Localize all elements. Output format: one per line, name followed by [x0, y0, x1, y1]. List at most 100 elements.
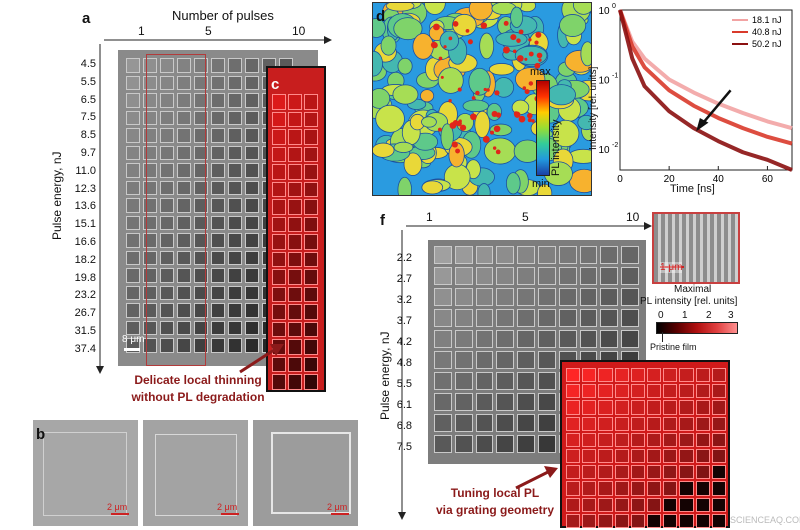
- panel-a-grating-cell: [228, 320, 242, 335]
- panel-f-grating-cell: [537, 351, 556, 369]
- panel-f-pl-cell: [663, 481, 678, 496]
- panel-f-pl-cell: [679, 497, 694, 512]
- panel-f-grating-cell: [496, 414, 515, 432]
- panel-a-grating-cell: [126, 303, 140, 318]
- panel-f-grating-cell: [475, 246, 494, 264]
- panel-f-pl-cell: [711, 384, 726, 399]
- panel-f-grating-cell: [537, 393, 556, 411]
- panel-f-pl-cell: [646, 465, 662, 480]
- panel-f-pl-cell: [566, 400, 581, 415]
- panel-c-cell: [304, 129, 318, 145]
- panel-f-caption-2: via grating geometry: [435, 503, 555, 517]
- panel-f-grating-cell: [475, 435, 494, 453]
- panel-a-grating-cell: [228, 145, 242, 160]
- panel-f-grating-cell: [579, 330, 598, 348]
- pl-hotspot: [528, 81, 534, 86]
- watermark: SCIENCEAQ.COM: [730, 515, 800, 525]
- panel-c-cell: [288, 374, 302, 390]
- panel-a-grating-cell: [194, 110, 208, 125]
- panel-c-cell: [304, 216, 318, 232]
- panel-d-label: d: [376, 8, 386, 25]
- panel-a-grating-cell: [126, 215, 140, 230]
- pl-hotspot: [494, 90, 500, 96]
- panel-f-grating-cell: [496, 309, 515, 327]
- pl-hotspot: [486, 88, 490, 92]
- panel-f-grating-cell: [621, 267, 639, 285]
- panel-f-grating-cell: [600, 330, 619, 348]
- panel-a-grating-cell: [245, 128, 259, 143]
- panel-f-ytick: 3.2: [396, 294, 412, 306]
- panel-f-grating-cell: [434, 435, 452, 453]
- pl-grain: [559, 14, 587, 37]
- panel-a-grating-cell: [194, 233, 208, 248]
- panel-a-grating-cell: [245, 250, 259, 265]
- panel-f-pl-cell: [598, 400, 613, 415]
- panel-a-grating-cell: [126, 93, 140, 108]
- panel-a-ytick: 15.1: [74, 218, 96, 231]
- panel-f-ytick: 7.5: [396, 441, 412, 453]
- panel-c-cell: [288, 164, 302, 180]
- legend-label: 50.2 nJ: [752, 39, 782, 49]
- panel-f-legend-title-1: Maximal: [674, 284, 712, 295]
- pl-grain: [373, 50, 383, 77]
- panel-a-grating-cell: [177, 268, 191, 283]
- panel-a-grating-cell: [211, 180, 225, 195]
- panel-f-grating-cell: [475, 267, 494, 285]
- panel-f-grating-cell: [475, 372, 494, 390]
- panel-f-pl-cell: [630, 497, 645, 512]
- panel-f-pl-cell: [695, 432, 710, 447]
- panel-f-grating-cell: [496, 330, 515, 348]
- panel-a-grating-cell: [245, 180, 259, 195]
- panel-a-grating-cell: [177, 110, 191, 125]
- panel-a-grating-cell: [211, 268, 225, 283]
- panel-f-pl-cell: [679, 368, 694, 383]
- panel-a-grating-cell: [211, 285, 225, 300]
- panel-a-grating-cell: [177, 338, 191, 353]
- panel-c-image: [266, 66, 326, 392]
- panel-f-xtick: 1: [426, 210, 433, 224]
- pl-hotspot: [534, 40, 539, 45]
- x-tick-label: 40: [713, 174, 725, 185]
- panel-f-ytick: 6.8: [396, 420, 412, 432]
- panel-c-cell: [288, 129, 302, 145]
- panel-f-grating-cell: [496, 351, 515, 369]
- panel-a-grating-cell: [245, 285, 259, 300]
- panel-f-inset-scale: 1 μm: [660, 262, 683, 273]
- y-tick-label: 10: [598, 145, 610, 156]
- panel-c-cell: [288, 111, 302, 127]
- pl-grain: [393, 17, 423, 41]
- panel-f-pl-cell: [646, 368, 662, 383]
- pl-hotspot: [452, 21, 459, 27]
- panel-a-grating-cell: [194, 320, 208, 335]
- panel-a-grating-cell: [160, 215, 174, 230]
- panel-c-cell: [304, 269, 318, 285]
- panel-f-grating-cell: [454, 330, 473, 348]
- panel-f-grating-cell: [517, 309, 535, 327]
- panel-f-pl-cell: [582, 400, 597, 415]
- panel-a-grating-cell: [194, 285, 208, 300]
- pl-grain: [373, 142, 395, 158]
- panel-f-grating-cell: [454, 246, 473, 264]
- pl-grain: [546, 84, 576, 106]
- panel-f-pl-cell: [598, 465, 613, 480]
- pl-hotspot: [518, 29, 524, 35]
- panel-a-grating-cell: [194, 75, 208, 90]
- panel-c-cell: [272, 199, 286, 215]
- panel-a-ytick: 9.7: [80, 147, 96, 159]
- panel-f-ytick: 3.7: [396, 315, 412, 327]
- panel-f-pl-cell: [711, 497, 726, 512]
- panel-c-cell: [272, 374, 286, 390]
- annotation-arrowhead: [696, 117, 709, 132]
- panel-f-pl-cell: [582, 384, 597, 399]
- panel-a-grating-cell: [211, 250, 225, 265]
- panel-a-grating-cell: [228, 285, 242, 300]
- panel-f-pl-cell: [695, 448, 710, 464]
- panel-a-grating-cell: [160, 320, 174, 335]
- panel-a-grating-cell: [194, 163, 208, 178]
- panel-f-pl-cell: [614, 432, 629, 447]
- panel-c-cell: [272, 356, 286, 372]
- panel-f-pl-cell: [695, 481, 710, 496]
- x-tick-label: 0: [617, 174, 623, 185]
- panel-a-grating-cell: [194, 93, 208, 108]
- panel-f-grating-cell: [537, 372, 556, 390]
